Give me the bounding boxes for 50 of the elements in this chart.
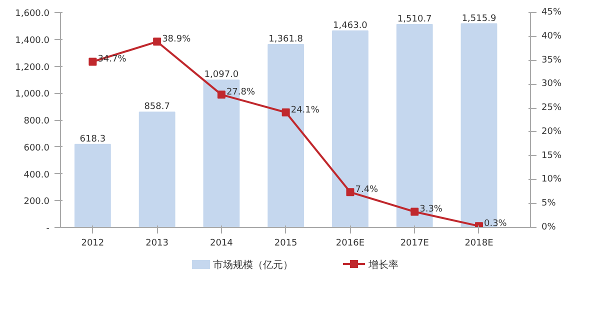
- data-label: 24.1%: [290, 105, 320, 116]
- data-label: 618.3: [80, 134, 106, 144]
- y2-tick-label: 0%: [542, 222, 556, 232]
- y-tick-label: 600.0: [24, 143, 50, 154]
- point: [153, 38, 162, 46]
- legend-label: 增长率: [368, 260, 398, 271]
- data-label: 1,515.9: [462, 14, 496, 24]
- bar: [138, 112, 176, 228]
- data-label: 3.3%: [420, 204, 443, 215]
- y-tick-label: 400.0: [24, 170, 50, 180]
- data-label: 858.7: [144, 102, 170, 112]
- data-label: 7.4%: [355, 185, 379, 196]
- data-label: 1,097.0: [204, 70, 239, 80]
- bar: [74, 144, 111, 228]
- y-tick-label: 200.0: [24, 197, 50, 208]
- data-label: 38.9%: [162, 34, 192, 45]
- x-tick-label: 2018E: [464, 238, 494, 248]
- data-label: 27.8%: [226, 88, 256, 98]
- y2-tick-label: 45%: [542, 8, 562, 18]
- y2-tick-label: 35%: [542, 55, 562, 66]
- legend-label: 市场规模（亿元）: [213, 260, 293, 271]
- y-tick-label: 1,400.0: [15, 36, 50, 46]
- data-label: 1,510.7: [397, 14, 432, 24]
- y2-tick-label: 25%: [542, 103, 562, 114]
- point: [410, 208, 419, 216]
- y-tick-label: 800.0: [24, 116, 50, 126]
- y2-tick-label: 10%: [542, 174, 562, 185]
- y2-tick-label: 5%: [542, 198, 556, 209]
- x-tick-label: 2012: [81, 238, 104, 248]
- y2-tick-label: 30%: [542, 79, 562, 90]
- point: [217, 90, 226, 99]
- y2-tick-label: 15%: [542, 150, 562, 161]
- x-tick-label: 2015: [274, 238, 298, 248]
- point: [282, 108, 290, 116]
- data-label: 0.3%: [484, 219, 508, 230]
- point: [346, 188, 354, 196]
- y-tick-label: 1,000.0: [15, 90, 50, 100]
- point: [88, 58, 97, 66]
- x-tick-label: 2016E: [336, 238, 365, 248]
- y-tick-label: -: [46, 224, 50, 234]
- x-tick-label: 2017E: [400, 238, 430, 248]
- x-tick-label: 2013: [146, 238, 169, 248]
- data-label: 1,463.0: [333, 20, 368, 31]
- y-tick-label: 1,200.0: [15, 62, 50, 73]
- data-label: 34.7%: [98, 54, 127, 65]
- x-tick-label: 2014: [210, 238, 234, 248]
- y2-tick-label: 20%: [542, 126, 562, 137]
- y-tick-label: 1,600.0: [15, 9, 50, 19]
- data-label: 1,361.8: [268, 34, 304, 45]
- y2-tick-label: 40%: [542, 31, 562, 42]
